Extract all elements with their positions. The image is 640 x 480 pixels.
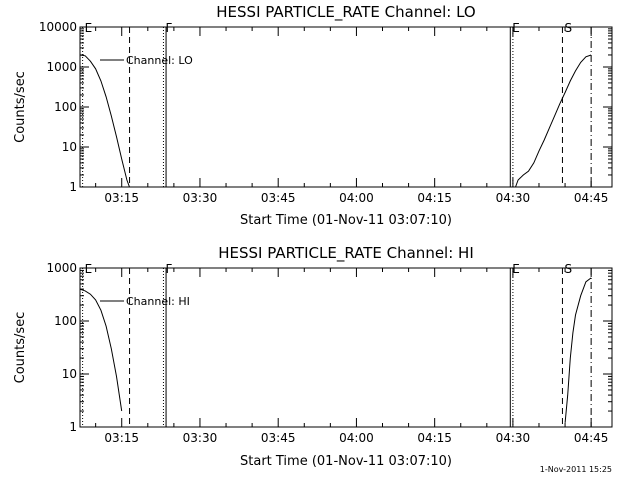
y-tick-label: 10000 — [39, 20, 77, 34]
x-axis-label: Start Time (01-Nov-11 03:07:10) — [240, 213, 452, 228]
y-tick-label: 10 — [62, 140, 77, 154]
rate-series-line — [564, 277, 592, 423]
event-marker-label: E — [512, 21, 520, 35]
rate-series-line — [79, 54, 592, 188]
x-tick-label: 04:45 — [574, 191, 609, 205]
y-tick-label: 100 — [54, 314, 77, 328]
x-tick-label: 03:15 — [104, 191, 139, 205]
y-tick-label: 1000 — [46, 261, 77, 275]
event-marker-label: F — [165, 262, 172, 276]
x-tick-label: 04:15 — [417, 191, 452, 205]
event-marker-label: E — [85, 262, 93, 276]
x-tick-label: 04:30 — [496, 191, 531, 205]
event-marker-label: S — [564, 21, 572, 35]
y-tick-label: 100 — [54, 100, 77, 114]
x-tick-label: 03:30 — [183, 191, 218, 205]
plot-timestamp: 1-Nov-2011 15:25 — [540, 465, 612, 474]
x-tick-label: 04:15 — [417, 431, 452, 445]
event-marker-label: E — [512, 262, 520, 276]
y-axis-label: Counts/sec — [13, 312, 28, 384]
legend-label: Channel: LO — [126, 54, 193, 67]
chart-title: HESSI PARTICLE_RATE Channel: LO — [216, 3, 475, 22]
y-tick-label: 10 — [62, 367, 77, 381]
plot-frame — [79, 267, 613, 428]
event-marker-label: S — [564, 262, 572, 276]
hi-channel-panel: HESSI PARTICLE_RATE Channel: HI 1 10 100 100… — [13, 244, 613, 469]
x-tick-label: 03:15 — [104, 431, 139, 445]
x-tick-label: 04:30 — [496, 431, 531, 445]
x-tick-label: 04:45 — [574, 431, 609, 445]
y-tick-label: 1 — [69, 180, 77, 194]
event-marker-label: F — [165, 21, 172, 35]
y-tick-label: 1000 — [46, 60, 77, 74]
x-tick-label: 03:45 — [261, 191, 296, 205]
x-tick-label: 03:45 — [261, 431, 296, 445]
event-marker-label: E — [85, 21, 93, 35]
x-tick-label: 03:30 — [183, 431, 218, 445]
x-tick-label: 04:00 — [339, 431, 374, 445]
lo-channel-panel: HESSI PARTICLE_RATE Channel: LO 1 10 100 100… — [13, 3, 613, 228]
chart-title: HESSI PARTICLE_RATE Channel: HI — [218, 244, 474, 263]
rate-series-line — [79, 288, 123, 412]
x-tick-label: 04:00 — [339, 191, 374, 205]
x-axis-label: Start Time (01-Nov-11 03:07:10) — [240, 454, 452, 469]
plot-frame — [79, 26, 613, 188]
y-tick-label: 1 — [69, 420, 77, 434]
y-axis-label: Counts/sec — [13, 71, 28, 143]
legend-label: Channel: HI — [126, 295, 190, 308]
